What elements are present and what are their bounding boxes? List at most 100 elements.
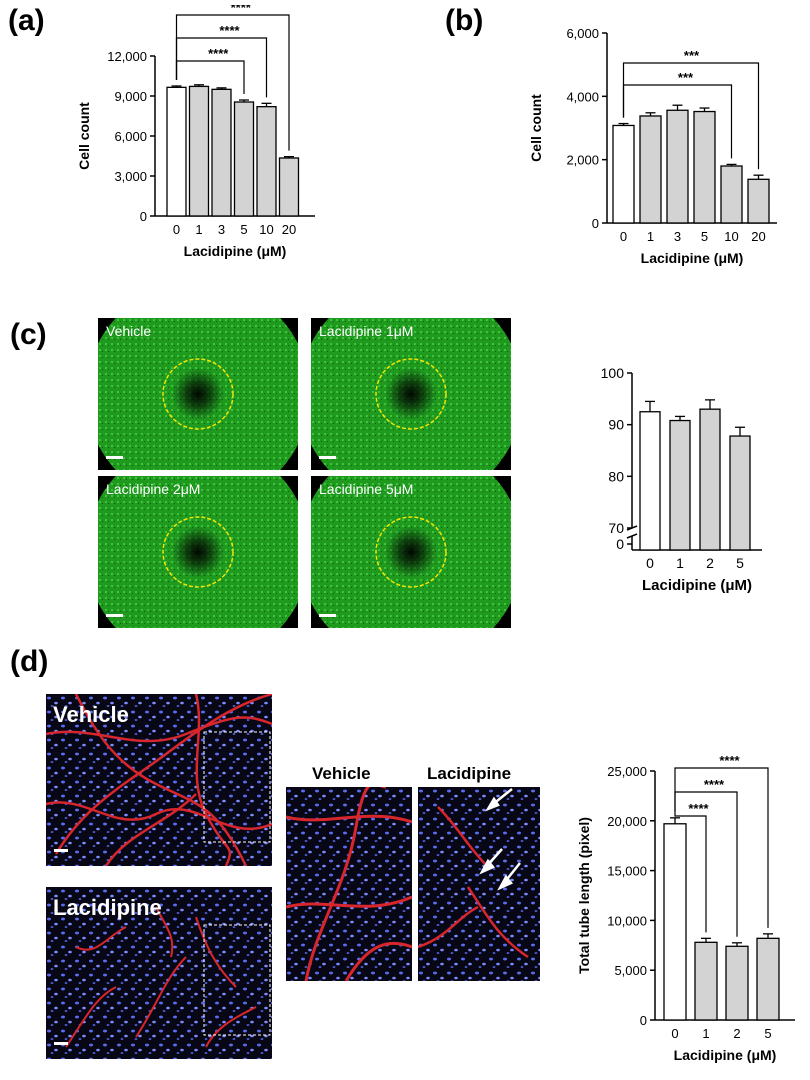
bar [188,85,210,217]
bar [720,165,743,224]
bar [663,823,687,1021]
bar [693,110,716,224]
x-tick-label: 1 [195,222,202,237]
y-tick-label: 25,000 [607,764,647,779]
chart-b-cell-count: 0 2,000 4,000 6,000 0 1 3 5 10 20 Lacidipine (μM) C… [528,26,777,266]
y-tick-label: 12,000 [107,49,147,64]
x-axis-label: Lacidipine (μM) [674,1047,777,1063]
y-tick-label: 2,000 [566,153,599,168]
bar [256,106,277,217]
y-tick-label: 100 [601,365,625,381]
zoom-inset-vehicle [286,787,412,981]
y-tick-label: 90 [608,417,624,433]
tube-label: Vehicle [53,702,129,727]
green-fluor-dish [98,318,298,470]
tube-network [46,694,272,866]
significance-label: **** [208,46,229,61]
y-tick-label: 20,000 [607,814,647,829]
significance-bracket [674,767,769,928]
scale-bar [106,614,123,617]
bar [166,86,187,217]
x-tick-label: 20 [751,229,765,244]
bar [211,88,232,217]
tube-network [46,887,272,1059]
x-tick-label: 5 [240,222,247,237]
y-tick-label: 70 [608,520,624,536]
bar [612,124,635,224]
bar [729,435,751,551]
significance-bracket [175,60,245,94]
green-fluor-dish [311,318,511,470]
scale-bar [54,1042,68,1045]
bar [666,109,689,224]
tube-image-vehicle: Vehicle [46,694,272,866]
micrograph-lacidipine-2: Lacidipine 2μM [98,476,298,628]
y-tick-label: 0 [140,209,147,224]
tube-image-lacidipine: Lacidipine [46,887,272,1059]
bar [669,419,691,551]
panel-label-c: (c) [10,318,47,351]
x-tick-label: 2 [706,555,714,571]
y-tick-label: 6,000 [114,129,147,144]
panel-label-b: (b) [445,4,484,37]
significance-bracket [175,37,268,98]
y-tick-label: 9,000 [114,89,147,104]
y-tick-label: 6,000 [566,26,599,41]
y-tick-label: 0 [616,536,624,552]
scale-bar [106,456,123,459]
bar [747,178,770,224]
scale-bar [54,849,68,852]
panel-label-d: (d) [10,645,49,678]
green-fluor-dish [311,476,511,628]
bar [233,101,255,217]
bar [639,411,661,551]
y-tick-label: 15,000 [607,864,647,879]
x-tick-label: 1 [647,229,654,244]
x-tick-label: 10 [724,229,738,244]
y-tick-label: 10,000 [607,913,647,928]
bar [699,408,721,551]
significance-label: *** [678,70,694,85]
significance-label: **** [704,777,725,792]
y-tick-label: 80 [608,468,624,484]
x-tick-label: 0 [671,1026,678,1041]
bar [278,157,300,217]
y-tick-label: 0 [640,1013,647,1028]
x-tick-label: 5 [701,229,708,244]
significance-label: **** [219,23,240,38]
significance-bracket [674,791,738,937]
panel-label-a: (a) [8,4,45,37]
y-tick-label: 0 [592,216,599,231]
arrow-icon [479,788,521,891]
chart-d-tube-length: 0 5,000 10,000 15,000 20,000 25,000 0 1 2 5 Lacidi… [576,753,795,1063]
micrograph-lacidipine-5: Lacidipine 5μM [311,476,511,628]
axis-break [626,533,638,539]
significance-bracket [674,811,707,933]
significance-label: **** [719,753,740,768]
significance-label: *** [684,48,700,63]
x-tick-label: 5 [764,1026,771,1041]
micrograph-lacidipine-1: Lacidipine 1μM [311,318,511,470]
zoom-title-vehicle: Vehicle [312,764,371,783]
micrograph-label: Vehicle [106,323,152,339]
x-tick-label: 0 [646,555,654,571]
y-tick-label: 4,000 [566,89,599,104]
bar [756,937,780,1021]
x-tick-label: 5 [736,555,744,571]
zoom-title-lacidipine: Lacidipine [427,764,512,783]
scale-bar [319,456,336,459]
scale-bar [319,614,336,617]
significance-label: **** [688,801,709,816]
tube-network-zoom [418,787,540,981]
micrograph-vehicle: Vehicle [98,318,298,470]
y-axis-label: Cell count [76,102,92,170]
y-tick-label: 3,000 [114,169,147,184]
bar [639,115,662,224]
zoom-inset-lacidipine [418,787,540,981]
significance-label: **** [231,5,252,15]
x-axis-label: Lacidipine (μM) [642,577,752,594]
micrograph-label: Lacidipine 2μM [106,481,201,497]
x-tick-label: 1 [702,1026,709,1041]
x-tick-label: 10 [259,222,273,237]
